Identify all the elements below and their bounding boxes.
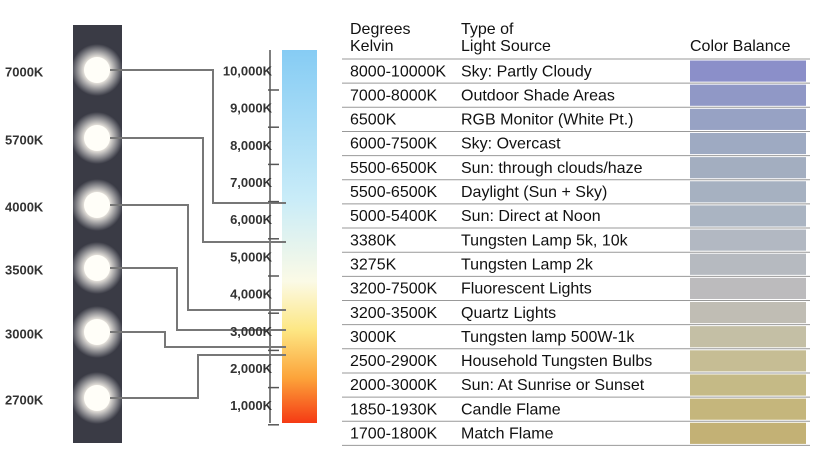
led-label: 2700K [5,392,44,407]
scale-label: 4,000K [230,287,273,302]
source: Daylight (Sun + Sky) [461,184,607,201]
source: RGB Monitor (White Pt.) [461,112,633,129]
kelvin: 3200-3500K [350,305,438,322]
led-core [84,57,110,83]
scale-label: 6,000K [230,212,273,227]
kelvin: 6500K [350,112,397,129]
source: Candle Flame [461,401,561,418]
swatch [690,374,806,396]
connectors [110,69,286,399]
scale-label: 1,000K [230,398,273,413]
kelvin: 3000K [350,329,397,346]
kelvin: 2000-3000K [350,377,438,394]
source: Tungsten Lamp 5k, 10k [461,232,629,249]
swatch [690,181,806,203]
source: Match Flame [461,426,554,443]
kelvin: 7000-8000K [350,87,438,104]
swatch [690,84,806,106]
scale-label: 8,000K [230,138,273,153]
swatch [690,108,806,130]
swatch [690,60,806,82]
kelvin: 2500-2900K [350,353,438,370]
header: Color Balance [690,38,791,55]
source: Sun: At Sunrise or Sunset [461,377,645,394]
source: Sky: Partly Cloudy [461,63,592,80]
kelvin: 5500-6500K [350,184,438,201]
source: Outdoor Shade Areas [461,87,615,104]
swatch [690,398,806,420]
swatch [690,229,806,251]
source: Sky: Overcast [461,136,561,153]
swatch [690,132,806,155]
source: Tungsten Lamp 2k [461,256,594,273]
led-label: 4000K [5,199,44,214]
temperature-bar [282,50,317,423]
led-core [84,319,110,345]
led-label: 7000K [5,64,44,79]
kelvin: 5000-5400K [350,208,438,225]
header: Kelvin [350,38,394,55]
source: Sun: through clouds/haze [461,160,643,177]
scale-label: 7,000K [230,175,273,190]
scale-label: 10,000K [223,63,273,78]
swatch [690,205,806,227]
source: Fluorescent Lights [461,281,592,298]
kelvin: 8000-10000K [350,63,446,80]
kelvin: 3275K [350,256,397,273]
led-core [84,385,110,411]
source: Sun: Direct at Noon [461,208,601,225]
led-core [84,192,110,218]
swatch [690,302,806,324]
source: Quartz Lights [461,305,556,322]
header: Degrees [350,21,410,38]
scale-label: 9,000K [230,101,273,116]
swatch [690,422,806,444]
led-label: 3500K [5,262,44,277]
kelvin: 3380K [350,232,397,249]
led-core [84,255,110,281]
swatch [690,277,806,299]
led-core [84,125,110,151]
scale-label: 3,000K [230,324,273,339]
swatch [690,253,806,275]
header: Type of [461,21,514,38]
swatch [690,326,806,348]
led-strip [71,25,123,443]
header: Light Source [461,38,551,55]
kelvin: 1700-1800K [350,426,438,443]
left-panel: 7000K 5700K 4000K 3500K 3000K 2700K 10,000K 9,0… [5,63,279,426]
swatch [690,157,806,179]
scale-label: 2,000K [230,361,273,376]
scale-label: 5,000K [230,249,273,264]
led-label: 5700K [5,132,44,147]
led-label: 3000K [5,326,44,341]
kelvin: 1850-1930K [350,401,438,418]
source: Household Tungsten Bulbs [461,353,652,370]
kelvin: 5500-6500K [350,160,438,177]
source: Tungsten lamp 500W-1k [461,329,635,346]
kelvin: 6000-7500K [350,136,438,153]
kelvin: 3200-7500K [350,281,438,298]
swatch [690,350,806,372]
